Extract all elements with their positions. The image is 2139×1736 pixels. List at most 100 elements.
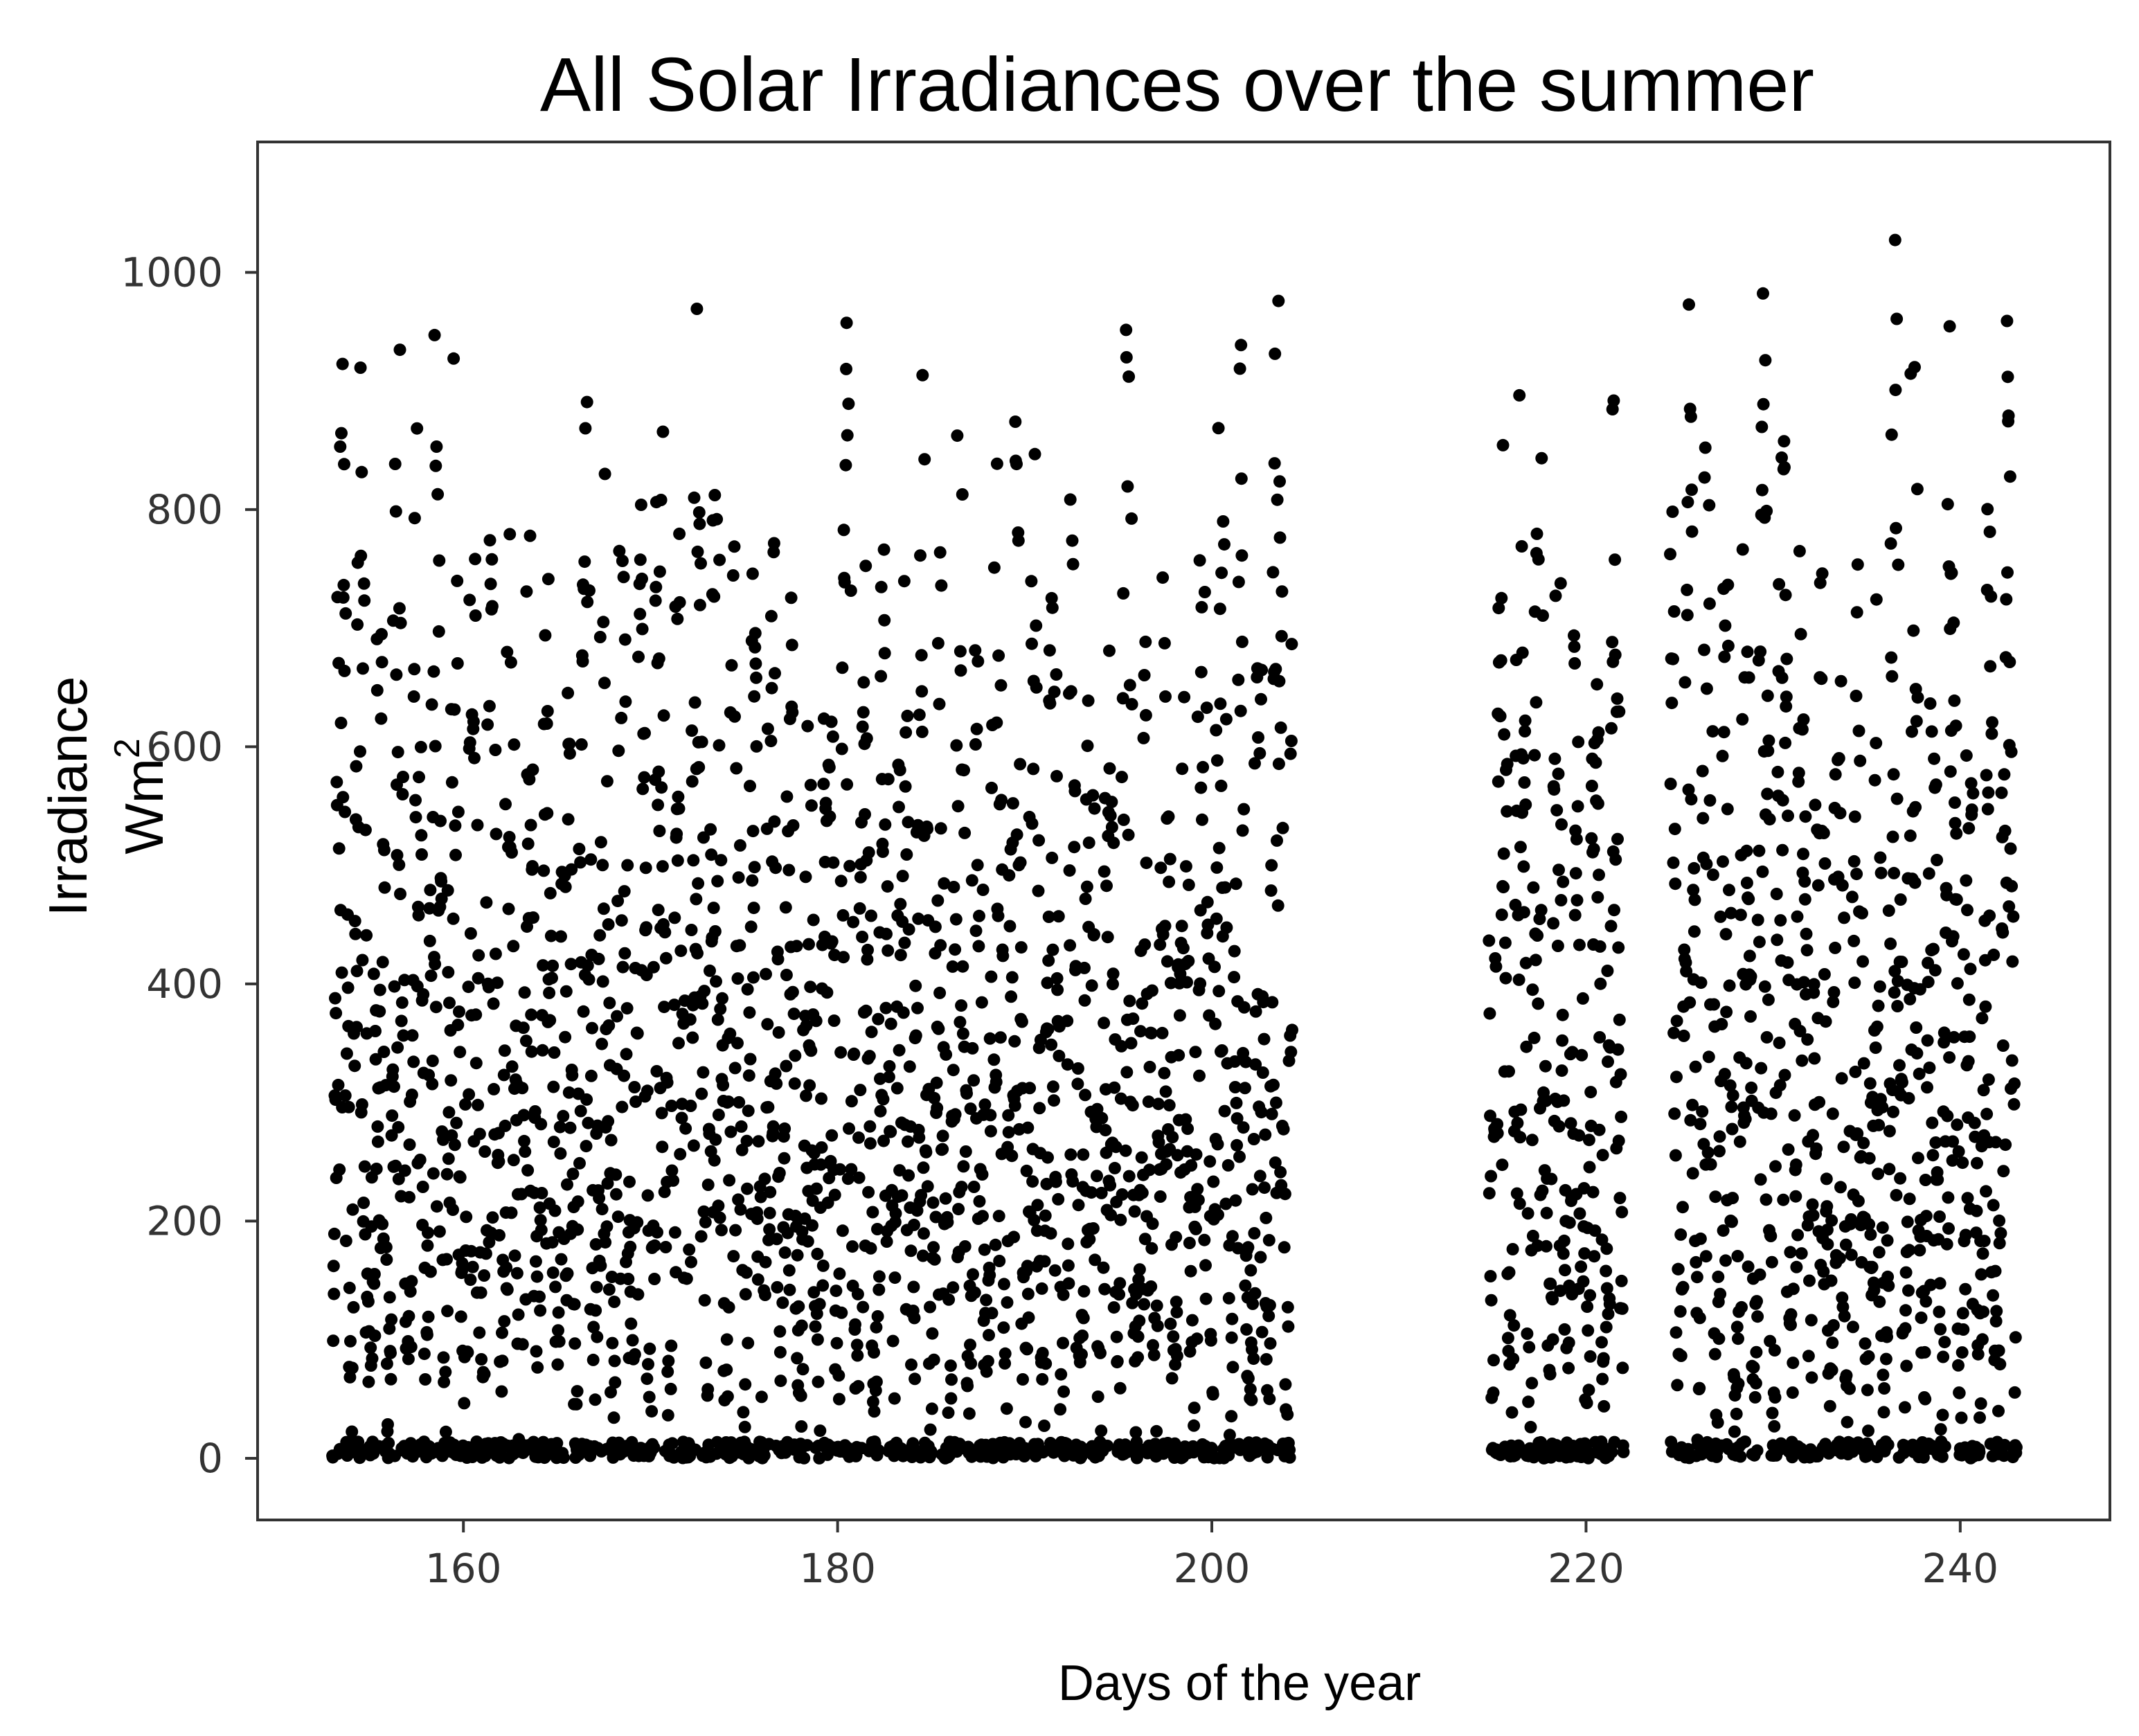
- data-point: [696, 997, 709, 1010]
- data-point: [1010, 828, 1023, 841]
- data-point: [755, 1390, 768, 1404]
- data-point: [1239, 1055, 1252, 1068]
- data-point: [909, 1372, 922, 1386]
- data-point: [744, 1053, 757, 1066]
- data-point: [1136, 997, 1149, 1010]
- data-point: [1568, 657, 1582, 670]
- x-axis-label: Days of the year: [1058, 1656, 1421, 1711]
- data-point: [1257, 996, 1270, 1009]
- data-point: [1933, 1305, 1946, 1318]
- data-point: [924, 1300, 936, 1314]
- data-point: [656, 1140, 669, 1154]
- data-point: [1699, 441, 1712, 454]
- data-point: [1021, 1343, 1034, 1356]
- data-point: [1907, 624, 1920, 637]
- data-point: [1908, 361, 1921, 374]
- data-point: [543, 986, 556, 999]
- data-point: [1683, 298, 1695, 311]
- data-point: [519, 1145, 532, 1158]
- data-point: [1485, 1170, 1498, 1183]
- data-point: [1527, 881, 1540, 894]
- data-point: [1980, 769, 1993, 782]
- data-point: [896, 870, 909, 883]
- data-point: [1863, 1077, 1877, 1090]
- data-point: [1021, 1121, 1035, 1134]
- data-point: [967, 1074, 981, 1087]
- data-point: [1568, 629, 1580, 642]
- data-point: [1077, 1285, 1091, 1298]
- data-point: [883, 1059, 896, 1073]
- data-point: [2010, 1441, 2023, 1454]
- data-point: [561, 1178, 573, 1191]
- data-point: [1789, 1158, 1802, 1171]
- data-point: [409, 794, 422, 807]
- data-point: [1719, 928, 1733, 941]
- data-point: [976, 884, 990, 896]
- data-point: [1582, 1324, 1595, 1337]
- data-point: [1014, 941, 1028, 954]
- data-point: [833, 1267, 846, 1280]
- data-point: [624, 1240, 637, 1253]
- data-point: [786, 985, 799, 999]
- data-point: [1080, 880, 1093, 893]
- data-point: [1913, 1067, 1926, 1080]
- data-point: [1591, 678, 1604, 691]
- y-tick-label: 800: [146, 486, 223, 533]
- data-point: [724, 1125, 737, 1138]
- data-point: [1770, 888, 1783, 900]
- data-point: [1281, 1300, 1294, 1314]
- data-point: [1078, 961, 1091, 974]
- data-point: [1868, 773, 1881, 787]
- data-point: [1178, 690, 1191, 704]
- data-point: [976, 1168, 989, 1181]
- data-point: [1082, 836, 1095, 849]
- data-point: [1711, 1416, 1724, 1429]
- data-point: [369, 1025, 382, 1037]
- data-point: [658, 1185, 671, 1199]
- data-point: [1742, 893, 1755, 906]
- data-point: [383, 1291, 396, 1304]
- data-point: [1943, 320, 1956, 333]
- data-point: [396, 788, 409, 800]
- data-point: [478, 1269, 491, 1282]
- data-point: [1616, 1361, 1629, 1375]
- data-point: [1615, 1274, 1628, 1287]
- data-point: [740, 1266, 753, 1279]
- data-point: [1589, 756, 1602, 769]
- data-point: [1888, 986, 1901, 999]
- data-point: [710, 512, 724, 526]
- data-point: [1823, 1399, 1836, 1413]
- data-point: [1856, 906, 1868, 920]
- data-point: [1815, 672, 1828, 686]
- scatter-points: [326, 233, 2023, 1465]
- data-point: [1271, 899, 1285, 912]
- data-point: [580, 1140, 593, 1153]
- data-point: [463, 1088, 476, 1101]
- data-point: [1774, 1437, 1787, 1450]
- x-tick-label: 200: [1174, 1545, 1251, 1592]
- data-point: [1676, 1201, 1689, 1214]
- data-point: [902, 1169, 915, 1182]
- data-point: [1103, 644, 1116, 657]
- data-point: [1715, 1018, 1728, 1030]
- data-point: [852, 1131, 865, 1144]
- data-point: [695, 557, 707, 570]
- data-point: [671, 854, 684, 867]
- data-point: [894, 897, 907, 911]
- data-point: [1185, 1159, 1198, 1172]
- data-point: [1798, 976, 1811, 989]
- data-point: [778, 1122, 791, 1135]
- data-point: [1885, 428, 1898, 441]
- data-point: [593, 929, 607, 942]
- data-point: [1066, 1175, 1080, 1188]
- data-point: [1272, 758, 1285, 771]
- data-point: [423, 934, 436, 947]
- data-point: [1910, 715, 1923, 728]
- data-point: [1728, 1425, 1741, 1438]
- data-point: [839, 458, 852, 472]
- data-point: [747, 902, 760, 915]
- data-point: [1872, 1246, 1886, 1259]
- data-point: [1197, 760, 1210, 773]
- data-point: [1487, 1354, 1500, 1367]
- data-point: [880, 927, 893, 940]
